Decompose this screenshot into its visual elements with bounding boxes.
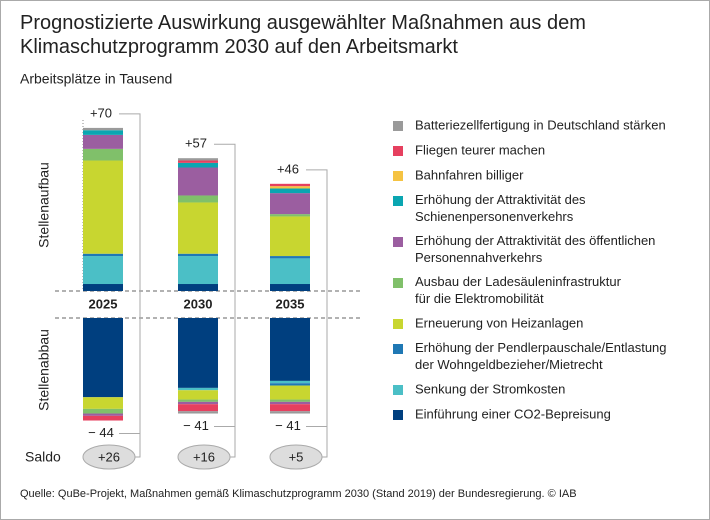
- loss-total: − 41: [183, 418, 209, 433]
- bar-segment: [270, 258, 310, 285]
- gain-total: +57: [185, 136, 207, 151]
- bar-segment: [83, 284, 123, 291]
- gain-label: Stellenaufbau: [36, 162, 52, 248]
- bar-segment: [270, 256, 310, 259]
- bar-segment: [83, 397, 123, 409]
- legend-label: Erhöhung der Attraktivität des öffentlic…: [415, 233, 655, 265]
- legend-label: Erneuerung von Heizanlagen: [415, 315, 583, 330]
- bar-segment: [178, 202, 218, 254]
- x-tick-label: 2035: [276, 296, 305, 311]
- source: Quelle: QuBe-Projekt, Maßnahmen gemäß Kl…: [20, 488, 577, 500]
- bar-segment: [178, 256, 218, 285]
- bar-segment: [178, 195, 218, 203]
- bar-segment: [270, 401, 310, 405]
- legend-swatch: [393, 146, 403, 156]
- legend-swatch: [393, 121, 403, 131]
- bar-segment: [178, 162, 218, 168]
- legend-label: Batteriezellfertigung in Deutschland stä…: [415, 117, 666, 132]
- bar-segment: [83, 130, 123, 135]
- gain-total: +70: [90, 105, 112, 120]
- bar-segment: [83, 413, 123, 416]
- bar-segment: [270, 399, 310, 402]
- saldo-value: +26: [98, 449, 120, 464]
- saldo-badge: [269, 444, 323, 470]
- bar-segment: [178, 158, 218, 161]
- bar-segment: [83, 256, 123, 285]
- bar-segment: [270, 186, 310, 189]
- bar-segment: [270, 284, 310, 291]
- legend-swatch: [393, 171, 403, 181]
- bar-segment: [83, 318, 123, 398]
- bar-segment: [270, 193, 310, 215]
- subtitle: Arbeitsplätze in Tausend: [20, 71, 172, 87]
- bar-segment: [270, 216, 310, 257]
- bar-segment: [270, 404, 310, 412]
- legend-label: Bahnfahren billiger: [415, 167, 524, 182]
- bar-segment: [270, 188, 310, 194]
- legend-swatch: [393, 344, 403, 354]
- legend-label: Erhöhung der Pendlerpauschale/Entlastung…: [415, 340, 667, 372]
- bar-segment: [83, 415, 123, 421]
- x-tick-label: 2025: [89, 296, 118, 311]
- bar-segment: [270, 411, 310, 414]
- bar-segment: [178, 167, 218, 196]
- saldo-badge: [177, 444, 231, 470]
- bar-segment: [83, 134, 123, 149]
- bar-segment: [270, 380, 310, 384]
- bar-segment: [178, 411, 218, 414]
- bar-segment: [178, 387, 218, 391]
- loss-total: − 41: [275, 418, 301, 433]
- bar-segment: [270, 385, 310, 400]
- legend-label: Erhöhung der Attraktivität des Schienenpe…: [415, 192, 586, 224]
- legend-label: Einführung einer CO2-Bepreisung: [415, 406, 611, 421]
- legend-label: Fliegen teurer machen: [415, 142, 545, 157]
- bar-segment: [178, 404, 218, 412]
- gain-total: +46: [277, 161, 299, 176]
- bar-segment: [83, 408, 123, 414]
- legend-swatch: [393, 319, 403, 329]
- bar-segment: [83, 127, 123, 131]
- saldo-value: +16: [193, 449, 215, 464]
- bar-segment: [270, 183, 310, 187]
- bar-segment: [178, 401, 218, 405]
- loss-label: Stellenabbau: [36, 329, 52, 411]
- bar-segment: [178, 399, 218, 402]
- bar-segment: [178, 284, 218, 291]
- bar-segment: [83, 160, 123, 254]
- loss-total: − 44: [88, 425, 114, 440]
- bar-segment: [178, 390, 218, 400]
- legend-swatch: [393, 385, 403, 395]
- bar-segment: [178, 318, 218, 388]
- saldo-value: +5: [289, 449, 304, 464]
- chart-title: Prognostizierte Auswirkung ausgewählter …: [20, 12, 586, 58]
- legend-label: Ausbau der Ladesäuleninfrastruktur für di…: [415, 274, 622, 306]
- saldo-label: Saldo: [25, 449, 61, 465]
- bar-segment: [178, 253, 218, 257]
- legend-swatch: [393, 410, 403, 420]
- bar-segment: [270, 318, 310, 381]
- bar-segment: [178, 160, 218, 163]
- legend-label: Senkung der Stromkosten: [415, 381, 565, 396]
- bar-segment: [83, 148, 123, 161]
- bar-segment: [270, 383, 310, 386]
- legend-swatch: [393, 278, 403, 288]
- saldo-badge: [82, 444, 136, 470]
- x-tick-label: 2030: [184, 296, 213, 311]
- bar-segment: [83, 253, 123, 257]
- legend-swatch: [393, 196, 403, 206]
- legend-swatch: [393, 237, 403, 247]
- bar-segment: [270, 214, 310, 217]
